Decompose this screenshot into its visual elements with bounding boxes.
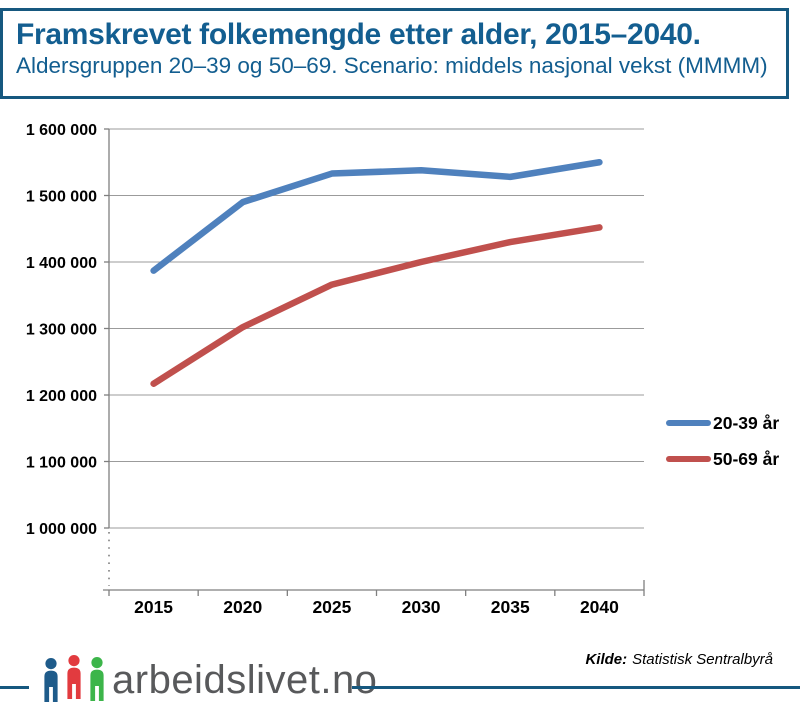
x-tick-label: 2020 <box>223 597 262 617</box>
page-title: Framskrevet folkemengde etter alder, 201… <box>16 18 701 51</box>
footer: arbeidslivet.no Kilde: Statistisk Sentral… <box>0 620 800 720</box>
y-tick-label: 1 500 000 <box>26 189 97 206</box>
source-text: Statistisk Sentralbyrå <box>632 651 773 668</box>
series-line-20-39-år <box>150 159 603 274</box>
y-tick-label: 1 200 000 <box>26 388 97 405</box>
series-line-50-69-år <box>150 224 603 387</box>
chart-area: 1 000 000 1 100 000 1 200 000 1 300 000 1 40… <box>0 100 800 620</box>
person-icon <box>44 658 58 702</box>
page-subtitle: Aldersgruppen 20–39 og 50–69. Scenario: … <box>16 52 768 78</box>
arbeidslivet-logo-icon <box>44 655 104 702</box>
y-tick-label: 1 300 000 <box>26 322 97 339</box>
logo-text: arbeidslivet.no <box>112 658 378 702</box>
y-tick-label: 1 400 000 <box>26 255 97 272</box>
source-credit: Kilde: Statistisk Sentralbyrå <box>585 651 773 668</box>
y-tick-label: 1 600 000 <box>26 122 97 139</box>
header: Framskrevet folkemengde etter alder, 201… <box>0 8 789 99</box>
legend-item-50-69: 50-69 år <box>666 449 779 469</box>
series-swatch-red-icon <box>666 456 711 462</box>
series-swatch-blue-icon <box>666 420 711 426</box>
person-icon <box>90 657 104 701</box>
source-label: Kilde: <box>585 651 628 668</box>
population-line-chart: 1 000 000 1 100 000 1 200 000 1 300 000 1 40… <box>26 122 645 617</box>
x-tick-label: 2035 <box>491 597 530 617</box>
x-tick-label: 2040 <box>580 597 619 617</box>
y-tick-label: 1 100 000 <box>26 455 97 472</box>
legend-label: 50-69 år <box>713 448 780 469</box>
x-tick-label: 2030 <box>402 597 441 617</box>
x-tick-label: 2025 <box>312 597 351 617</box>
legend-label: 20-39 år <box>713 412 780 433</box>
divider <box>352 686 800 689</box>
person-icon <box>67 655 81 699</box>
legend-item-20-39: 20-39 år <box>666 413 779 433</box>
x-tick-label: 2015 <box>134 597 173 617</box>
y-tick-label: 1 000 000 <box>26 521 97 538</box>
chart-legend: 20-39 år 50-69 år <box>666 413 779 469</box>
divider <box>0 686 29 689</box>
